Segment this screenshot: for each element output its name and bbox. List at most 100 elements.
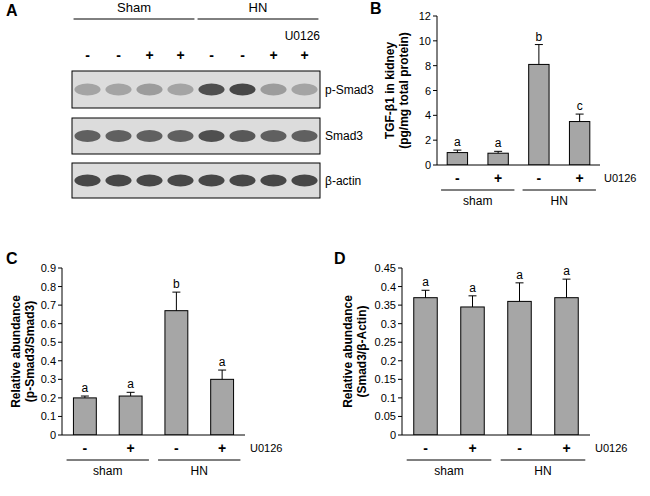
y-tick-label: 0.8	[41, 281, 56, 293]
band	[291, 84, 317, 96]
y-axis-label: (p-Smad3/Smad3)	[23, 301, 37, 402]
x-tick-label: +	[576, 170, 584, 186]
bar	[73, 398, 96, 435]
x-tick-label: -	[517, 440, 522, 456]
treatment-sign: +	[300, 47, 308, 63]
marks	[73, 292, 233, 435]
bar-panel: 00.10.20.30.40.50.60.70.80.9Relative abu…	[9, 262, 282, 478]
significance-letter: b	[536, 30, 543, 44]
bar	[414, 298, 438, 435]
group-line	[441, 190, 514, 191]
error-line	[176, 292, 177, 311]
error-line	[519, 283, 520, 302]
group-line	[158, 460, 240, 461]
bar	[461, 307, 485, 435]
treatment-label: U0126	[250, 442, 282, 454]
y-tick	[433, 140, 437, 141]
y-tick	[433, 115, 437, 116]
error-cap	[494, 151, 502, 152]
bar	[119, 396, 142, 435]
treatment-sign: -	[116, 47, 121, 63]
group-line	[67, 460, 149, 461]
x-tick-label: -	[423, 440, 428, 456]
x-axis	[62, 435, 245, 436]
error-cap	[516, 282, 524, 283]
x-tick-label: -	[455, 170, 460, 186]
y-tick	[433, 65, 437, 66]
error-cap	[218, 370, 226, 371]
y-tick	[433, 90, 437, 91]
x-tick-label: +	[562, 440, 570, 456]
error-line	[222, 370, 223, 379]
y-tick	[58, 323, 62, 324]
bar	[529, 64, 549, 165]
x-tick-label: -	[83, 440, 88, 456]
y-tick	[58, 342, 62, 343]
y-tick-label: 0.3	[41, 373, 56, 385]
blot-strip	[72, 118, 320, 154]
error-bar	[535, 45, 543, 65]
y-axis-label: (Smad3/β-Actin)	[355, 305, 369, 397]
y-tick	[398, 268, 402, 269]
y-tick	[398, 435, 402, 436]
row-label: Smad3	[325, 129, 363, 143]
error-bar	[422, 290, 430, 297]
y-tick-label: 0.9	[41, 262, 56, 274]
significance-letter: a	[127, 377, 134, 391]
error-line	[538, 45, 539, 65]
figure: AShamHNU0126--++--++p-Smad3Smad3β-actinB…	[0, 0, 650, 496]
y-tick-label: 6	[425, 85, 431, 97]
group-label: HN	[551, 194, 568, 208]
error-bar	[576, 114, 584, 121]
y-axis	[62, 268, 63, 435]
group-label: Sham	[117, 0, 151, 15]
x-axis	[437, 165, 600, 166]
band	[291, 175, 317, 187]
x-tick-label: +	[218, 440, 226, 456]
significance-letter: b	[173, 277, 180, 291]
group-line	[501, 460, 586, 461]
error-bar	[218, 370, 226, 379]
error-line	[472, 296, 473, 307]
significance-letter: a	[82, 381, 89, 395]
band	[167, 84, 193, 96]
y-tick-label: 0.6	[41, 318, 56, 330]
significance-letter: c	[577, 99, 583, 113]
error-bar	[81, 396, 89, 398]
group-line	[523, 190, 596, 191]
y-tick-label: 2	[425, 134, 431, 146]
group-label: sham	[93, 464, 122, 478]
x-tick-label: +	[494, 170, 502, 186]
band	[105, 130, 131, 142]
error-line	[579, 114, 580, 121]
y-tick-label: 0	[390, 429, 396, 441]
treatment-sign: -	[85, 47, 90, 63]
error-bar	[469, 296, 477, 307]
y-tick	[433, 16, 437, 17]
error-line	[566, 279, 567, 298]
y-tick-label: 0.3	[381, 318, 396, 330]
band	[229, 175, 255, 187]
y-tick-label: 0.5	[41, 336, 56, 348]
group-label: sham	[434, 464, 463, 478]
y-tick	[398, 397, 402, 398]
y-tick	[398, 360, 402, 361]
band	[105, 175, 131, 187]
bar	[211, 379, 234, 435]
blot-strip	[72, 163, 320, 198]
y-tick-label: 0.4	[381, 281, 396, 293]
x-tick-label: +	[127, 440, 135, 456]
y-tick	[58, 397, 62, 398]
y-tick-label: 0.2	[381, 355, 396, 367]
group-label: HN	[249, 0, 268, 15]
y-tick	[58, 286, 62, 287]
significance-letter: a	[563, 264, 570, 278]
band	[167, 130, 193, 142]
y-tick-label: 4	[425, 109, 431, 121]
y-tick-label: 12	[419, 10, 431, 22]
error-bar	[172, 292, 180, 311]
significance-letter: a	[219, 355, 226, 369]
bar	[447, 153, 467, 165]
y-tick	[398, 379, 402, 380]
y-tick	[58, 435, 62, 436]
